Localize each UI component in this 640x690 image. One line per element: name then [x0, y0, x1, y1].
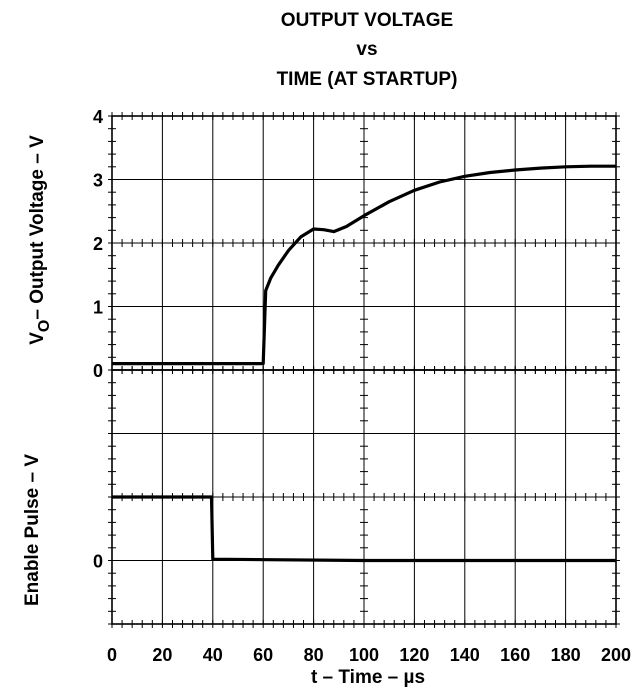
enable-pulse-series-line	[112, 495, 616, 563]
x-tick-label: 160	[500, 645, 530, 665]
x-tick-label: 120	[399, 645, 429, 665]
x-axis-label: t – Time – µs	[311, 667, 425, 688]
x-tick-label: 60	[253, 645, 273, 665]
x-tick-label: 140	[450, 645, 480, 665]
chart-title-line-3: TIME (AT STARTUP)	[277, 69, 458, 90]
x-tick-label: 40	[203, 645, 223, 665]
output-voltage-panel: 4 3 2 1 0	[93, 107, 620, 381]
chart-title-line-2: vs	[356, 39, 377, 60]
chart-title-line-1: OUTPUT VOLTAGE	[281, 10, 453, 31]
x-tick-label: 200	[601, 645, 631, 665]
enable-pulse-y-tick-label: 0	[93, 552, 103, 572]
y-label-main: V	[27, 332, 48, 345]
y-axis-label-enable-pulse: Enable Pulse – V	[22, 454, 43, 606]
y-label-subscript: O	[36, 320, 53, 332]
x-tick-label: 0	[107, 645, 117, 665]
output-voltage-y-tick-label: 2	[93, 234, 103, 254]
y-label-rest: – Output Voltage – V	[27, 135, 48, 320]
output-voltage-y-tick-label: 1	[93, 298, 103, 318]
output-voltage-y-tick-label: 0	[93, 361, 103, 381]
x-tick-label: 20	[152, 645, 172, 665]
x-tick-label: 180	[551, 645, 581, 665]
x-tick-label: 100	[349, 645, 379, 665]
y-axis-label-output-voltage: VO– Output Voltage – V	[27, 135, 53, 345]
output-voltage-series-line	[112, 164, 616, 366]
enable-pulse-panel: 0	[93, 366, 620, 628]
output-voltage-y-tick-label: 4	[93, 107, 103, 127]
output-voltage-y-tick-label: 3	[93, 171, 103, 191]
x-axis-tick-labels: 0 20 40 60 80 100 120 140 160 180 200	[107, 645, 631, 665]
x-tick-label: 80	[304, 645, 324, 665]
